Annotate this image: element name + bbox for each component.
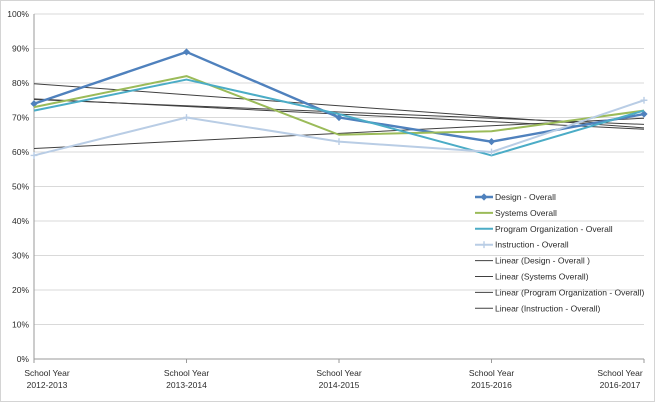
y-axis-label-40: 40%: [12, 216, 29, 226]
legend-item-series-2-label: Program Organization - Overall: [495, 224, 613, 234]
series-3-marker-4: [640, 96, 648, 104]
legend-item-series-0-key-marker: [480, 193, 488, 201]
series-line-2: [33, 78, 645, 157]
series-3-marker-1: [183, 114, 190, 121]
x-axis-label-4-line1: School Year: [597, 368, 643, 378]
x-axis-label-2-line1: School Year: [316, 368, 362, 378]
series-0-marker-3: [487, 138, 496, 146]
x-axis-label-4-line2: 2016-2017: [600, 380, 641, 390]
series-line-0: [33, 50, 645, 143]
y-axis-label-0: 0%: [17, 354, 30, 364]
series-3-marker-0: [30, 152, 38, 159]
x-axis-label-1-line2: 2013-2014: [166, 380, 207, 390]
series-line-3: [33, 99, 645, 157]
y-axis-label-90: 90%: [12, 44, 29, 54]
y-axis-label-10: 10%: [12, 320, 29, 330]
y-axis-label-60: 60%: [12, 147, 29, 157]
trendline-0: [33, 83, 645, 129]
series-3-marker-2: [335, 138, 343, 146]
legend-item-series-1-label: Systems Overall: [495, 208, 557, 218]
series-0-marker-1: [182, 48, 191, 56]
x-axis-label-0-line2: 2012-2013: [27, 380, 68, 390]
y-axis-label-50: 50%: [12, 182, 29, 192]
series-3-marker-3: [488, 148, 495, 156]
legend-item-trendline-3-label: Linear (Instruction - Overall): [495, 303, 601, 313]
trendline-3: [33, 117, 645, 150]
legend-item-trendline-0-label: Linear (Design - Overall ): [495, 256, 590, 266]
series-0-marker-2: [335, 113, 343, 122]
x-axis-label-3-line1: School Year: [469, 368, 515, 378]
x-axis-label-1-line1: School Year: [164, 368, 210, 378]
y-axis-label-20: 20%: [12, 285, 29, 295]
y-axis-label-70: 70%: [12, 113, 29, 123]
x-axis-label-3-line2: 2015-2016: [471, 380, 512, 390]
series-line-1: [33, 75, 645, 136]
legend-item-series-3-label: Instruction - Overall: [495, 240, 569, 250]
x-axis-label-2-line2: 2014-2015: [319, 380, 360, 390]
y-axis-label-100: 100%: [7, 9, 29, 19]
series-0-marker-4: [640, 110, 648, 118]
legend-item-series-0-label: Design - Overall: [495, 192, 556, 202]
x-axis-label-0-line1: School Year: [24, 368, 70, 378]
y-axis-label-80: 80%: [12, 78, 29, 88]
legend-item-trendline-2-label: Linear (Program Organization - Overall): [495, 287, 644, 297]
legend-item-trendline-1-label: Linear (Systems Overall): [495, 272, 589, 282]
legend-item-series-3-key-marker: [480, 241, 488, 249]
series-0-marker-0: [30, 100, 38, 108]
y-axis-label-30: 30%: [12, 251, 29, 261]
